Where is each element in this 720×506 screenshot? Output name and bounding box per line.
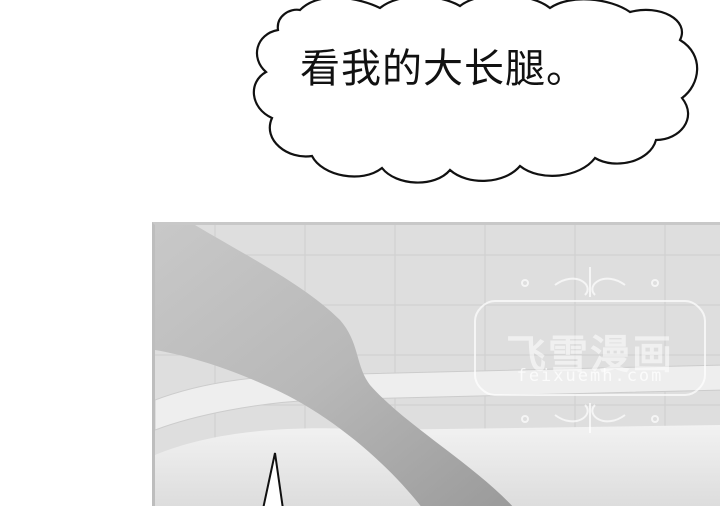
ink-stroke [262, 452, 284, 506]
speech-bubble-text: 看我的大长腿。 [300, 46, 587, 92]
speech-bubble-outline [252, 0, 699, 184]
leg [155, 225, 513, 506]
speech-bubble: 看我的大长腿。 [0, 0, 720, 200]
comic-panel [152, 222, 720, 506]
watermark-title: 飞雪漫画 [506, 332, 674, 378]
panel-illustration [155, 225, 720, 506]
watermark-frame [474, 267, 706, 433]
watermark-url: feixuemh.com [516, 366, 664, 386]
